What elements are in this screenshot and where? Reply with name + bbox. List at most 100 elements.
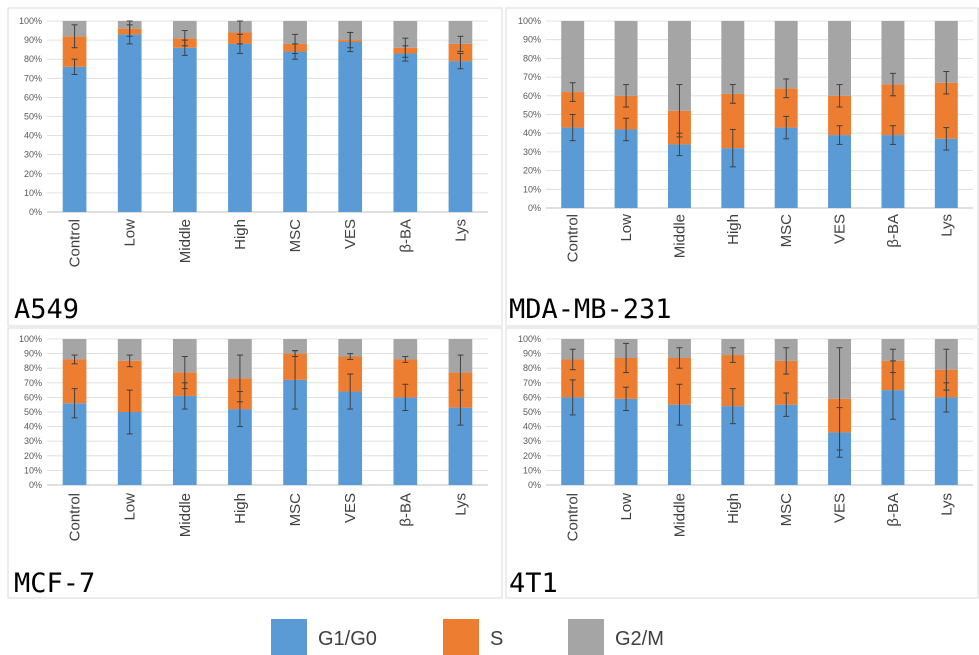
bar-segment-g2m-ves [338, 339, 363, 357]
bar-segment-g1g0-control [561, 397, 585, 485]
bar-segment-s-low [614, 357, 638, 399]
category-label: β-BA [885, 493, 902, 527]
bar-segment-g2m-ba [393, 21, 418, 48]
bar-segment-g2m-ves [338, 21, 363, 41]
bar-segment-g2m-lys [448, 21, 473, 44]
legend-swatch-g1g0 [271, 619, 307, 655]
y-tick-label: 60% [24, 92, 42, 102]
category-label: VES [832, 493, 849, 523]
y-tick-label: 40% [523, 422, 541, 432]
bar-segment-g1g0-ves [828, 135, 852, 208]
bar-segment-g1g0-low [117, 412, 142, 485]
category-label: High [725, 493, 742, 524]
bar-segment-g2m-control [62, 339, 87, 360]
category-label: MSC [287, 493, 304, 527]
bar-segment-g1g0-msc [283, 379, 307, 485]
bar-segment-s-middle [667, 357, 691, 405]
legend-label-s: S [490, 628, 503, 650]
y-tick-label: 20% [24, 451, 42, 461]
bar-segment-g1g0-ba [881, 390, 905, 485]
category-label: Low [618, 493, 635, 521]
bar-segment-g1g0-low [117, 34, 142, 213]
bar-segment-s-high [721, 355, 745, 407]
bar-segment-g1g0-ba [881, 135, 905, 208]
y-tick-label: 70% [523, 378, 541, 388]
chart-panel-0: 0% 10% 20% 30% 40% 50% 60% 70% 80% 90% 100% Control… [7, 7, 503, 327]
y-tick-label: 10% [523, 465, 541, 475]
bar-segment-g2m-middle [172, 21, 197, 39]
bar-segment-g2m-middle [172, 339, 197, 373]
chart-panel-2: 0% 10% 20% 30% 40% 50% 60% 70% 80% 90% 100% Control… [7, 327, 503, 599]
category-label: Middle [177, 493, 194, 537]
y-tick-label: 20% [523, 166, 541, 176]
category-label: VES [342, 219, 359, 249]
bar-segment-g1g0-ves [828, 432, 852, 485]
category-label: Middle [671, 214, 688, 258]
bar-segment-g2m-ba [881, 21, 905, 85]
y-tick-label: 30% [24, 436, 42, 446]
bar-segment-g2m-ves [828, 21, 852, 96]
bar-segment-s-ba [881, 84, 905, 136]
bar-segment-s-control [62, 359, 87, 404]
category-label: Middle [177, 219, 194, 263]
category-label: MSC [287, 219, 304, 253]
y-tick-label: 100% [19, 16, 42, 26]
category-label: Lys [452, 493, 469, 516]
panel-title: A549 [14, 294, 79, 325]
category-label: MSC [778, 214, 795, 248]
bar-segment-g2m-msc [774, 21, 798, 89]
bar-segment-g1g0-middle [172, 47, 197, 212]
bar-segment-g2m-ba [393, 339, 418, 360]
bar-segment-g1g0-high [721, 148, 745, 208]
bar-segment-g1g0-lys [448, 61, 473, 212]
bar-segment-g1g0-high [721, 406, 745, 485]
category-label: MSC [778, 493, 795, 527]
bar-segment-s-low [614, 95, 638, 130]
chart-panel-1: 0% 10% 20% 30% 40% 50% 60% 70% 80% 90% 100% Control… [505, 7, 979, 327]
y-tick-label: 10% [24, 465, 42, 475]
bar-segment-g1g0-middle [172, 395, 197, 485]
y-tick-label: 30% [523, 436, 541, 446]
bar-segment-g1g0-low [614, 398, 638, 485]
y-tick-label: 20% [24, 169, 42, 179]
bar-segment-s-ba [393, 359, 418, 398]
y-tick-label: 10% [523, 184, 541, 194]
y-tick-label: 60% [24, 392, 42, 402]
y-tick-label: 70% [24, 378, 42, 388]
legend-swatch-g2m [568, 619, 604, 655]
panel-frame [7, 7, 503, 327]
bar-segment-g2m-msc [283, 339, 307, 354]
y-tick-label: 40% [24, 131, 42, 141]
bar-segment-s-high [721, 93, 745, 149]
bar-segment-g1g0-middle [667, 144, 691, 208]
bar-segment-g1g0-control [62, 403, 87, 485]
y-tick-label: 0% [29, 207, 42, 217]
y-tick-label: 70% [24, 73, 42, 83]
y-tick-label: 60% [523, 392, 541, 402]
bar-segment-g1g0-lys [934, 397, 958, 485]
category-label: High [232, 493, 249, 524]
panel-frame [7, 327, 503, 599]
bar-segment-g1g0-low [614, 129, 638, 208]
y-tick-label: 10% [24, 188, 42, 198]
y-tick-label: 60% [523, 91, 541, 101]
bar-segment-g1g0-ves [338, 391, 363, 485]
category-label: Control [565, 214, 582, 262]
bar-segment-g1g0-control [62, 66, 87, 212]
y-tick-label: 50% [24, 407, 42, 417]
bar-segment-g1g0-ves [338, 42, 363, 213]
bar-segment-g1g0-lys [934, 138, 958, 208]
category-label: Low [122, 493, 139, 521]
category-label: VES [832, 214, 849, 244]
category-label: β-BA [397, 493, 414, 527]
legend: G1/G0 S G2/M [271, 619, 664, 655]
chart-panels: 0% 10% 20% 30% 40% 50% 60% 70% 80% 90% 100% Control… [7, 7, 979, 599]
y-tick-label: 70% [523, 72, 541, 82]
bar-segment-s-low [117, 360, 142, 412]
y-tick-label: 20% [523, 451, 541, 461]
category-label: Lys [938, 493, 955, 516]
y-tick-label: 80% [523, 363, 541, 373]
y-tick-label: 90% [523, 35, 541, 45]
category-label: Control [67, 493, 84, 541]
bar-segment-g2m-low [117, 339, 142, 361]
